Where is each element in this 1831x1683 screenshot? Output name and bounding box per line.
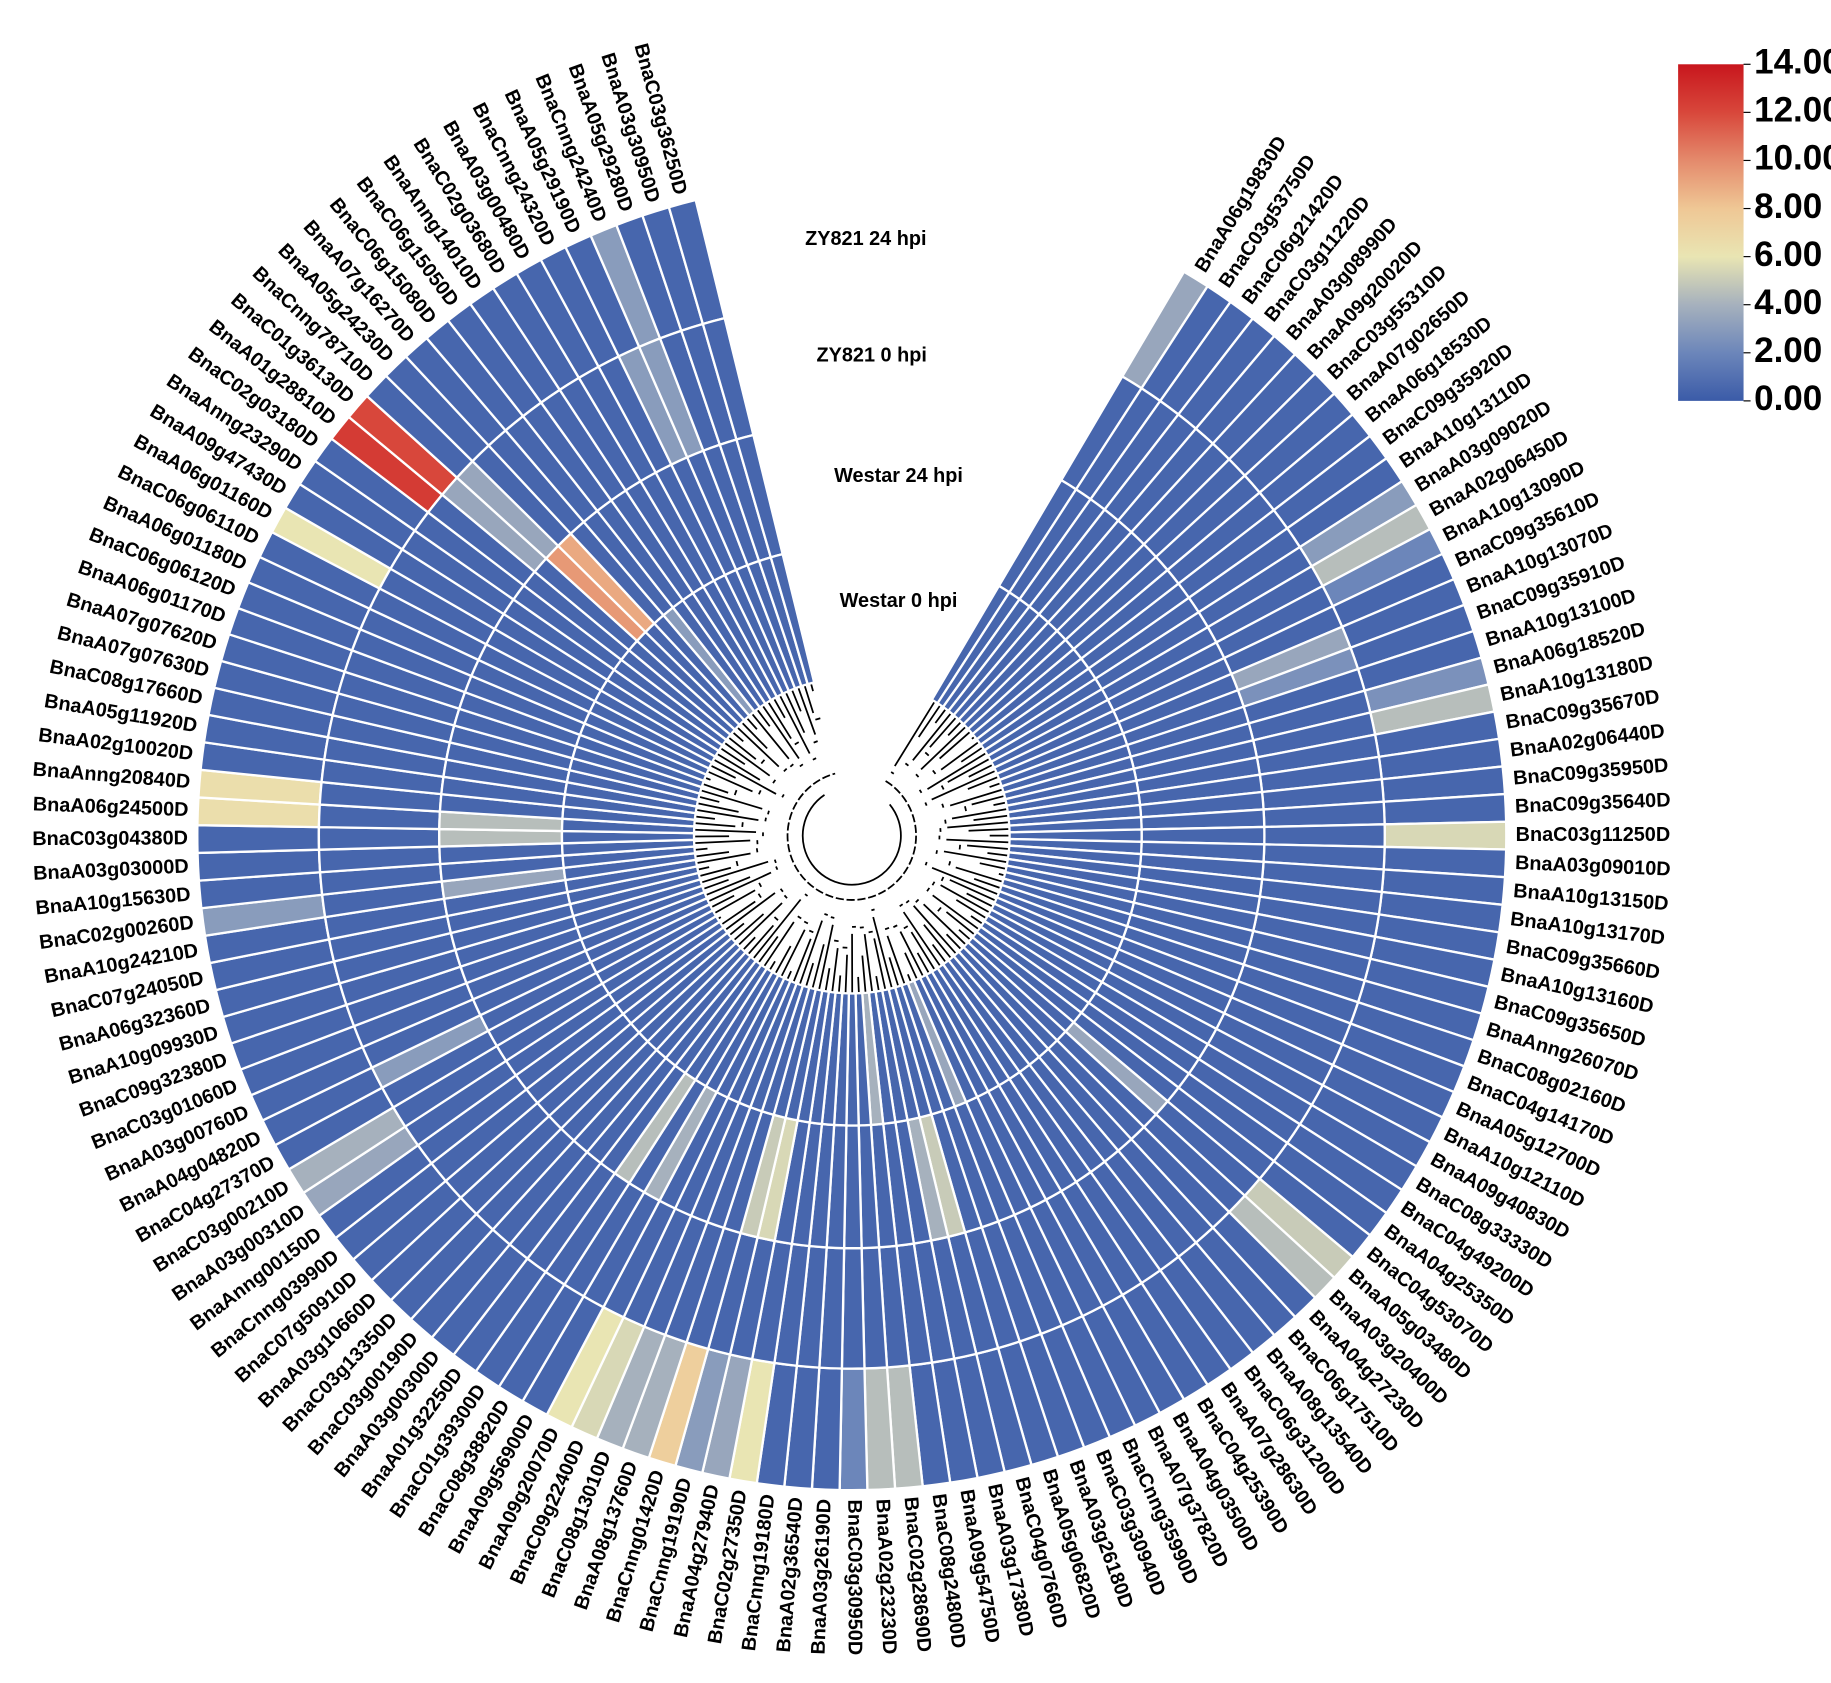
colorbar-label: 14.00: [1754, 43, 1831, 82]
colorbar-label: 10.00: [1754, 139, 1831, 178]
ring-label: Westar 0 hpi: [840, 590, 958, 612]
gene-label: BnaA03g26190D: [807, 1499, 835, 1655]
gene-label: BnaA02g36540D: [773, 1496, 808, 1653]
gene-label: BnaC03g30950D: [843, 1499, 865, 1655]
gene-label: BnaA02g23230D: [871, 1498, 900, 1654]
gene-label: BnaA10g13150D: [1512, 880, 1669, 915]
ring-label: ZY821 24 hpi: [805, 228, 926, 250]
gene-label: BnaC09g35950D: [1512, 755, 1669, 790]
heatmap-cell: [838, 1367, 869, 1492]
gene-label: BnaC03g04380D: [32, 827, 188, 850]
gene-label: BnaA06g24500D: [32, 793, 188, 821]
colorbar: [1678, 64, 1744, 401]
gene-label: BnaA03g03000D: [33, 855, 190, 884]
gene-label: BnaA03g09010D: [1515, 852, 1671, 881]
heatmap-cell: [1263, 823, 1386, 849]
gene-label: BnaC03g11250D: [1516, 824, 1671, 846]
colorbar-label: 0.00: [1754, 379, 1822, 418]
gene-labels: BnaA06g19830DBnaC03g53750DBnaC06g21420DB…: [32, 41, 1671, 1655]
heatmap-cell: [196, 823, 321, 855]
colorbar-ticks: 0.00 2.00 4.00 6.00 8.00 10.00 12.00 14.00: [1743, 43, 1831, 418]
heatmap-cell: [840, 1246, 866, 1370]
heatmap-cell: [1383, 820, 1508, 851]
gene-label: BnaAnng20840D: [32, 759, 191, 793]
colorbar-label: 6.00: [1754, 235, 1822, 274]
gene-label: BnaC02g28690D: [900, 1496, 936, 1653]
ring-label: ZY821 0 hpi: [816, 345, 926, 367]
colorbar-label: 8.00: [1754, 187, 1822, 226]
heatmap: [196, 198, 1508, 1492]
colorbar-label: 12.00: [1754, 91, 1831, 130]
heatmap-cell: [769, 552, 816, 686]
ring-label: Westar 24 hpi: [834, 465, 963, 487]
colorbar-label: 4.00: [1754, 283, 1822, 322]
heatmap-cell: [317, 825, 441, 851]
gene-label: BnaC09g35640D: [1515, 789, 1671, 818]
colorbar-label: 2.00: [1754, 331, 1822, 370]
dendrogram: [694, 683, 1010, 994]
dendrogram-branches: [694, 683, 1010, 994]
